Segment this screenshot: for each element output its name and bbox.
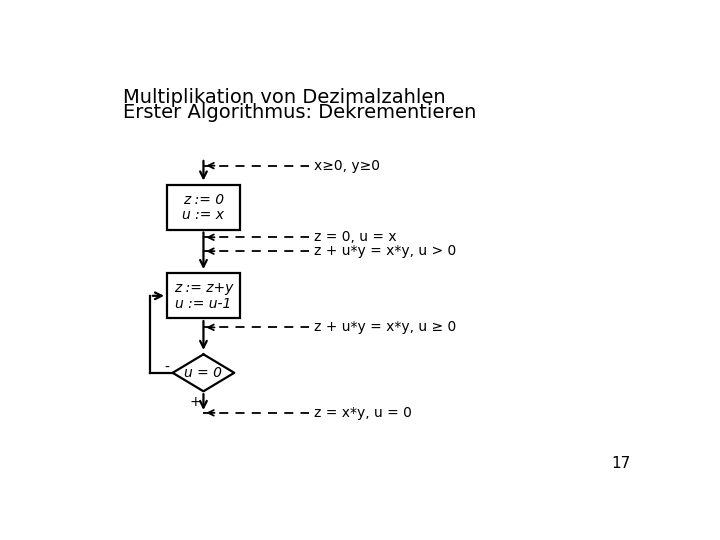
Text: x≥0, y≥0: x≥0, y≥0	[314, 159, 380, 173]
Polygon shape	[173, 354, 234, 392]
Text: u := u-1: u := u-1	[175, 296, 232, 310]
Text: u := x: u := x	[182, 208, 225, 222]
FancyBboxPatch shape	[167, 185, 240, 230]
FancyBboxPatch shape	[167, 273, 240, 318]
Text: z = x*y, u = 0: z = x*y, u = 0	[314, 406, 412, 420]
Text: Multiplikation von Dezimalzahlen: Multiplikation von Dezimalzahlen	[122, 88, 445, 107]
Text: Erster Algorithmus: Dekrementieren: Erster Algorithmus: Dekrementieren	[122, 103, 476, 122]
Text: +: +	[190, 395, 202, 409]
Text: z + u*y = x*y, u > 0: z + u*y = x*y, u > 0	[314, 244, 456, 258]
Text: -: -	[164, 361, 168, 375]
Text: z := 0: z := 0	[183, 193, 224, 206]
Text: z := z+y: z := z+y	[174, 281, 233, 295]
Text: z = 0, u = x: z = 0, u = x	[314, 230, 397, 244]
Text: 17: 17	[611, 456, 631, 471]
Text: z + u*y = x*y, u ≥ 0: z + u*y = x*y, u ≥ 0	[314, 320, 456, 334]
Text: u = 0: u = 0	[184, 366, 222, 380]
